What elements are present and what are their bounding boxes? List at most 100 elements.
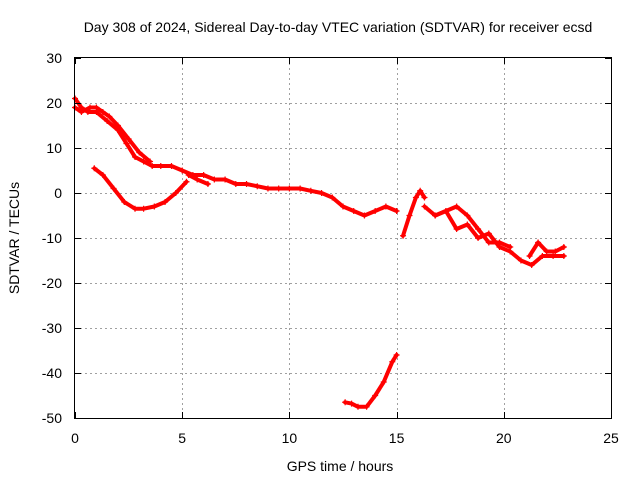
series-track-8 <box>526 239 567 259</box>
x-tick-label: 0 <box>71 430 79 446</box>
data-point <box>417 187 424 194</box>
data-point <box>528 262 535 268</box>
data-point <box>183 178 190 185</box>
data-point <box>168 163 175 169</box>
data-point <box>560 253 567 259</box>
data-point <box>442 208 449 214</box>
data-point <box>363 403 370 410</box>
data-point <box>361 212 368 219</box>
plot-frame <box>74 57 612 419</box>
data-point <box>162 199 169 205</box>
data-point <box>318 190 325 196</box>
data-point <box>264 185 271 192</box>
series-track-7 <box>432 203 514 250</box>
series-line <box>422 204 566 267</box>
data-point <box>517 257 524 264</box>
data-point <box>286 185 293 192</box>
data-point <box>114 122 121 129</box>
data-point <box>560 244 567 250</box>
data-point <box>200 172 207 178</box>
data-point <box>222 176 229 183</box>
data-point <box>380 379 387 385</box>
data-point <box>355 403 362 410</box>
data-point <box>172 190 179 196</box>
series-line <box>73 105 152 164</box>
chart-title: Day 308 of 2024, Sidereal Day-to-day VTE… <box>84 19 593 35</box>
data-point <box>106 113 113 120</box>
data-point <box>140 205 147 212</box>
data-point <box>297 185 304 192</box>
data-point <box>535 239 542 246</box>
data-point <box>123 140 130 147</box>
data-point <box>400 232 407 239</box>
data-point <box>99 172 106 178</box>
y-tick-label: 0 <box>54 185 62 201</box>
data-point <box>104 118 111 124</box>
data-point <box>275 185 282 192</box>
data-point <box>329 194 336 201</box>
data-point <box>99 109 106 115</box>
data-point <box>87 104 94 111</box>
data-point <box>125 136 132 142</box>
data-point <box>393 208 400 214</box>
data-point <box>475 235 482 241</box>
data-point <box>412 194 419 201</box>
y-tick-label: -40 <box>42 365 62 381</box>
data-point <box>464 221 471 228</box>
axis-ticks: 0 5 10 15 20 25 -50 -40 -30 -20 -10 0 10 20 30 <box>42 50 619 446</box>
grid <box>75 58 611 418</box>
data-point <box>140 158 147 165</box>
y-tick-label: -30 <box>42 320 62 336</box>
series-line <box>92 166 189 211</box>
data-point <box>421 194 428 201</box>
series-track-4 <box>185 172 211 187</box>
data-point <box>136 149 143 156</box>
y-axis-label: SDTVAR / TECUs <box>6 182 22 294</box>
data-point <box>185 172 192 178</box>
data-point <box>485 239 492 246</box>
data-point <box>406 212 413 219</box>
data-point <box>485 230 492 237</box>
data-point <box>179 167 186 174</box>
data-point <box>194 176 201 183</box>
data-point <box>340 203 346 210</box>
x-tick-label: 15 <box>389 430 405 446</box>
data-point <box>211 176 218 183</box>
y-tick-label: 20 <box>46 95 62 111</box>
data-point <box>254 183 261 190</box>
series-track-5 <box>400 187 428 239</box>
data-point <box>132 205 139 212</box>
series-group <box>72 95 567 410</box>
data-point <box>393 352 400 358</box>
series-track-3 <box>91 165 190 212</box>
data-point <box>453 226 460 232</box>
x-tick-label: 25 <box>603 430 619 446</box>
series-track-2 <box>72 104 154 165</box>
data-point <box>157 163 164 169</box>
data-point <box>496 239 503 246</box>
data-point <box>389 358 396 365</box>
x-axis-label: GPS time / hours <box>287 458 394 474</box>
data-point <box>132 154 139 160</box>
data-point <box>307 187 314 194</box>
data-point <box>151 203 158 210</box>
data-point <box>78 109 85 115</box>
data-point <box>372 392 379 399</box>
y-tick-label: -10 <box>42 230 62 246</box>
data-point <box>147 158 154 165</box>
data-point <box>526 253 533 259</box>
data-point <box>453 203 460 210</box>
x-tick-label: 20 <box>496 430 512 446</box>
data-point <box>350 208 357 214</box>
data-point <box>507 244 514 250</box>
y-tick-label: -20 <box>42 275 62 291</box>
data-point <box>543 248 550 255</box>
data-point <box>110 185 117 192</box>
data-point <box>121 199 128 205</box>
data-point <box>243 181 250 187</box>
series-track-9 <box>342 352 400 410</box>
data-point <box>539 253 546 259</box>
data-point <box>475 226 482 232</box>
data-point <box>342 399 349 406</box>
